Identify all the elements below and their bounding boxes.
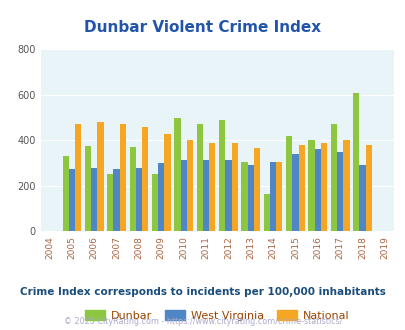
Bar: [225, 159, 231, 231]
Bar: [275, 162, 282, 231]
Bar: [358, 165, 365, 231]
Bar: [241, 162, 247, 231]
Bar: [209, 143, 215, 231]
Bar: [151, 174, 158, 231]
Bar: [142, 127, 148, 231]
Bar: [202, 159, 209, 231]
Bar: [298, 145, 304, 231]
Bar: [136, 168, 142, 231]
Bar: [186, 140, 193, 231]
Bar: [129, 147, 136, 231]
Bar: [164, 134, 170, 231]
Bar: [180, 159, 186, 231]
Bar: [320, 143, 326, 231]
Bar: [336, 152, 343, 231]
Bar: [218, 120, 225, 231]
Bar: [158, 163, 164, 231]
Bar: [68, 169, 75, 231]
Bar: [174, 117, 180, 231]
Bar: [91, 168, 97, 231]
Bar: [330, 124, 336, 231]
Bar: [263, 194, 269, 231]
Bar: [196, 124, 202, 231]
Text: © 2025 CityRating.com - https://www.cityrating.com/crime-statistics/: © 2025 CityRating.com - https://www.city…: [64, 317, 341, 326]
Text: Dunbar Violent Crime Index: Dunbar Violent Crime Index: [84, 20, 321, 35]
Bar: [97, 122, 103, 231]
Bar: [269, 162, 275, 231]
Bar: [119, 124, 126, 231]
Bar: [365, 145, 371, 231]
Bar: [343, 140, 349, 231]
Bar: [113, 169, 119, 231]
Text: Crime Index corresponds to incidents per 100,000 inhabitants: Crime Index corresponds to incidents per…: [20, 287, 385, 297]
Bar: [231, 143, 237, 231]
Bar: [247, 165, 253, 231]
Bar: [75, 124, 81, 231]
Bar: [286, 136, 292, 231]
Bar: [107, 174, 113, 231]
Bar: [85, 146, 91, 231]
Bar: [314, 149, 320, 231]
Bar: [292, 154, 298, 231]
Bar: [308, 140, 314, 231]
Bar: [352, 93, 358, 231]
Bar: [62, 156, 68, 231]
Legend: Dunbar, West Virginia, National: Dunbar, West Virginia, National: [81, 306, 353, 325]
Bar: [253, 148, 260, 231]
